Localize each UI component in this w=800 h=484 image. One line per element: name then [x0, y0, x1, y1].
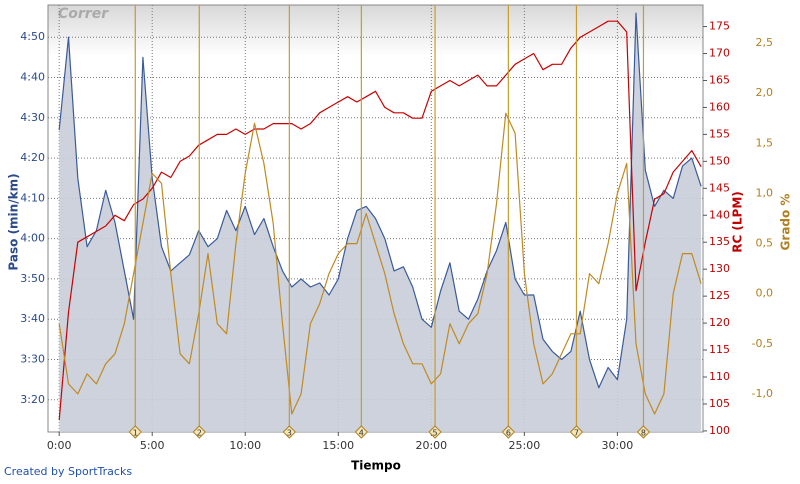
y3-tick-label: 1,0: [756, 186, 774, 199]
x-tick-label: 10:00: [229, 439, 261, 452]
y-tick-label: 4:00: [20, 232, 45, 245]
y2-tick-label: 170: [709, 47, 730, 60]
x-tick-label: 25:00: [509, 439, 541, 452]
x-tick-label: 15:00: [322, 439, 354, 452]
y3-tick-label: -1,0: [752, 387, 773, 400]
lap-marker: [636, 425, 651, 439]
x-tick-label: 20:00: [415, 439, 447, 452]
line: [58, 20, 702, 421]
y2-tick-label: 115: [709, 343, 730, 356]
y2-axis-label: RC (LPM): [731, 191, 745, 253]
y2-tick-label: 135: [709, 235, 730, 248]
y3-axis-label: Grado %: [779, 194, 793, 251]
y2-tick-label: 155: [709, 127, 730, 140]
y2-tick-label: 125: [709, 289, 730, 302]
y-tick-label: 4:30: [20, 111, 45, 124]
y2-tick-label: 140: [709, 208, 730, 221]
lap-label: 8: [641, 429, 646, 438]
x-tick-label: 5:00: [140, 439, 165, 452]
y2-tick-label: 110: [709, 370, 730, 383]
y-axis-label: Paso (min/km): [7, 173, 21, 270]
area: [59, 13, 702, 432]
lap-marker: [192, 425, 206, 439]
chart-title: Correr: [58, 6, 109, 22]
y2-tick-label: 165: [709, 73, 730, 86]
x-tick-label: 30:00: [602, 439, 634, 452]
lap-label: 7: [574, 429, 579, 438]
lap-marker: [501, 425, 516, 439]
plot: [48, 5, 703, 432]
y2-tick-label: 120: [709, 316, 730, 329]
x-tick-label: 0:00: [47, 439, 72, 452]
lap-marker: [569, 425, 584, 439]
y3-tick-label: 2,0: [756, 86, 774, 99]
lap-label: 2: [197, 429, 202, 438]
credit: Created by SportTracks: [4, 465, 132, 478]
lap-marker: [354, 425, 369, 439]
y-tick-label: 4:10: [20, 191, 45, 204]
y-tick-label: 4:40: [20, 71, 45, 84]
y2-tick-label: 150: [709, 154, 730, 167]
y-tick-label: 3:50: [20, 272, 45, 285]
line: [58, 112, 702, 415]
y2-tick-label: 145: [709, 181, 730, 194]
y3-tick-label: 1,5: [756, 136, 774, 149]
y3-tick-label: 2,5: [756, 36, 774, 49]
lap-label: 4: [359, 429, 364, 438]
y2-tick-label: 100: [709, 424, 730, 437]
y2-tick-label: 130: [709, 262, 730, 275]
y-tick-label: 3:40: [20, 312, 45, 325]
y2-tick-label: 160: [709, 100, 730, 113]
lap-label: 6: [506, 429, 511, 438]
y2-tick-label: 175: [709, 20, 730, 33]
y-tick-label: 3:20: [20, 393, 45, 406]
y2-tick-label: 105: [709, 397, 730, 410]
y-tick-label: 4:20: [20, 151, 45, 164]
lap-label: 3: [287, 429, 292, 438]
y-tick-label: 3:30: [20, 352, 45, 365]
lap-marker: [128, 425, 142, 439]
lap-marker: [428, 425, 442, 439]
y3-tick-label: -0,5: [752, 337, 773, 350]
y3-tick-label: 0,5: [756, 237, 774, 250]
y-tick-label: 4:50: [20, 30, 45, 43]
x-axis-label: Tiempo: [351, 459, 401, 473]
lap-label: 5: [432, 429, 437, 438]
lap-label: 1: [133, 429, 138, 438]
y3-tick-label: 0,0: [756, 287, 774, 300]
line: [58, 12, 702, 389]
lap-marker: [282, 425, 297, 439]
